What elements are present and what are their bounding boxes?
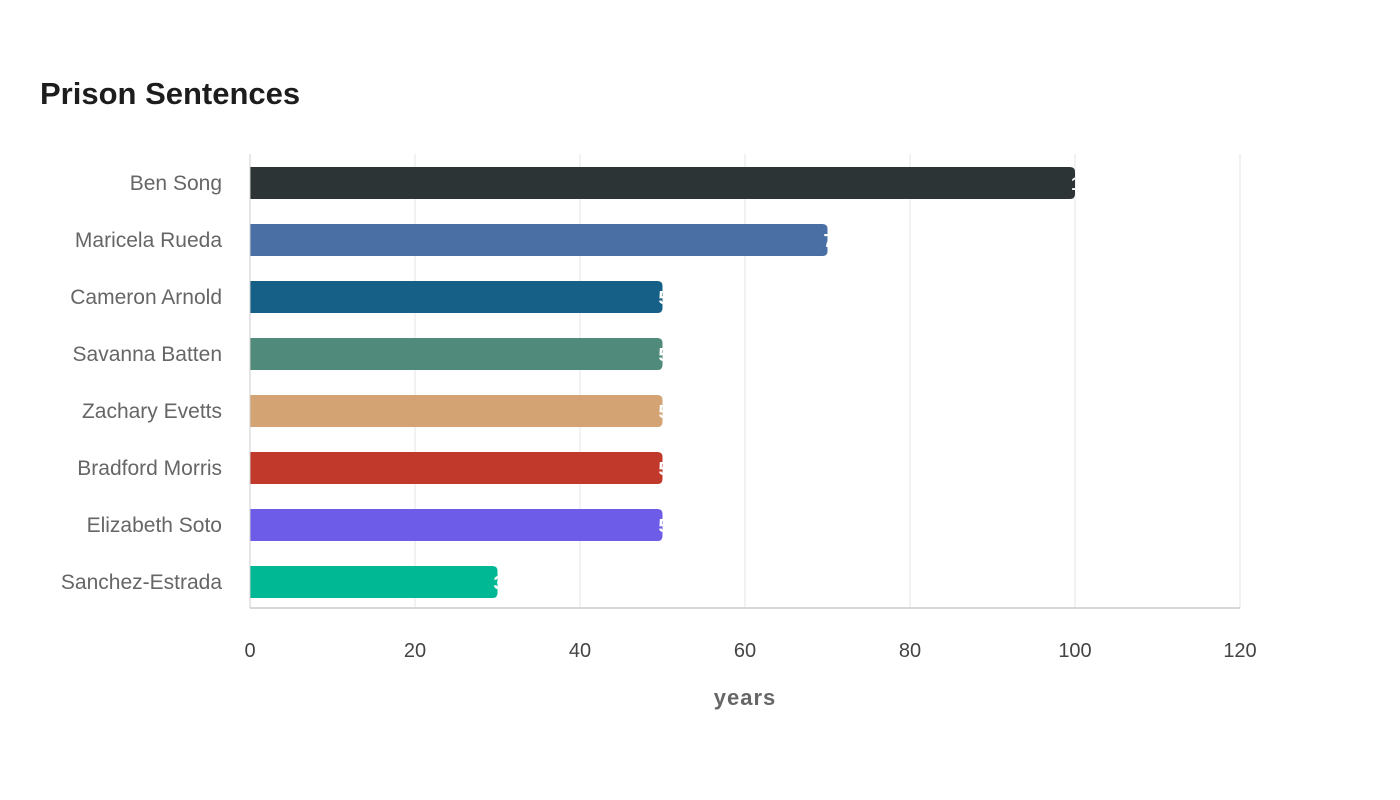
data-label: 50 [659,402,679,422]
category-label: Ben Song [130,172,222,195]
data-label: 50 [659,459,679,479]
category-label: Sanchez-Estrada [61,571,222,594]
chart-title: Prison Sentences [40,76,301,111]
bar-group: 50 [250,281,679,313]
category-label: Maricela Rueda [75,229,222,252]
bar-group: 50 [250,338,679,370]
x-tick-label: 40 [569,640,591,662]
bar [250,566,498,598]
bar [250,281,663,313]
bar [250,224,828,256]
bar-group: 50 [250,452,679,484]
category-label: Zachary Evetts [82,400,222,423]
bar [250,167,1075,199]
data-label: 50 [659,288,679,308]
bars: 100 70 50 50 50 50 50 30 [250,167,1101,598]
category-label: Savanna Batten [73,343,222,366]
x-tick-label: 60 [734,640,756,662]
bar-group: 50 [250,395,679,427]
bar-group: 70 [250,224,844,256]
category-labels: Ben Song Maricela Rueda Cameron Arnold Sava… [61,172,222,594]
x-axis-ticks: 0 20 40 60 80 100 120 [244,640,1256,662]
x-tick-label: 20 [404,640,426,662]
data-label: 50 [659,345,679,365]
data-label: 70 [824,231,844,251]
data-label: 100 [1071,174,1101,194]
bar [250,338,663,370]
x-tick-label: 100 [1058,640,1091,662]
category-label: Elizabeth Soto [87,514,222,537]
x-tick-label: 0 [244,640,255,662]
bar [250,452,663,484]
x-tick-label: 80 [899,640,921,662]
data-label: 30 [494,573,514,593]
bar-group: 50 [250,509,679,541]
category-label: Bradford Morris [77,457,222,480]
data-label: 50 [659,516,679,536]
bar-group: 100 [250,167,1101,199]
bar [250,509,663,541]
bar [250,395,663,427]
bar-group: 30 [250,566,514,598]
x-tick-label: 120 [1223,640,1256,662]
x-axis-title: years [714,685,777,710]
category-label: Cameron Arnold [70,286,222,309]
